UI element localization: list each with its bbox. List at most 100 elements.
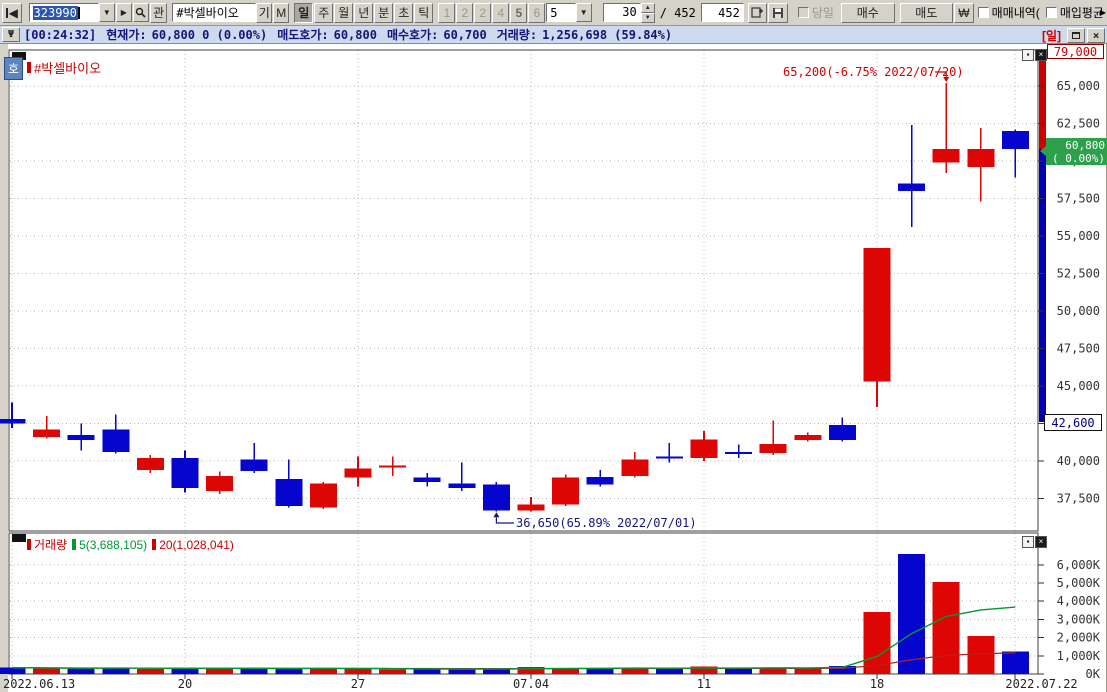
sell-button[interactable]: 매도: [899, 2, 954, 23]
buy-button[interactable]: 매수: [840, 2, 895, 23]
ma20-label: 20(1,028,041): [159, 537, 234, 552]
chart-area[interactable]: 65,00062,50060,00057,50055,00052,50050,0…: [0, 44, 1107, 692]
upper-limit-label: 79,000: [1047, 44, 1104, 59]
candle: [0, 419, 26, 424]
candle: [344, 468, 372, 478]
axis-label: 37,500: [1057, 492, 1100, 506]
axis-label: 11: [697, 677, 711, 691]
volume-bar: [206, 668, 234, 674]
close-volume-pane-icon[interactable]: ×: [1035, 536, 1047, 548]
main-legend-icon: [12, 52, 26, 60]
volume-bar: [67, 668, 95, 674]
toolbar-overflow-icon[interactable]: ▶: [1099, 8, 1106, 17]
new-chart-icon[interactable]: [747, 2, 768, 23]
trade-history-checkbox[interactable]: 매매내역(: [977, 4, 1040, 21]
trade-history-label: 매매내역(: [991, 6, 1040, 20]
volume-bar: [482, 668, 510, 674]
count-button-2[interactable]: 2: [456, 2, 474, 23]
today-checkbox-box[interactable]: [797, 7, 809, 18]
bar-count-spinner[interactable]: 30 ▲ ▼: [602, 2, 655, 23]
candle: [67, 434, 95, 440]
volume-bar: [448, 669, 476, 674]
interval-select[interactable]: 5: [546, 3, 576, 22]
candle: [413, 477, 441, 482]
gi-button[interactable]: 기: [256, 2, 273, 23]
period-tab-틱[interactable]: 틱: [414, 2, 434, 23]
ma20-legend-icon: [152, 539, 157, 550]
save-icon[interactable]: [768, 2, 788, 23]
volume-bar: [0, 667, 26, 674]
period-tab-주[interactable]: 주: [314, 2, 334, 23]
count-button-1[interactable]: 1: [438, 2, 456, 23]
close-icon[interactable]: ×: [1087, 28, 1105, 43]
bar-count-value[interactable]: 30: [602, 2, 641, 22]
volume-bar: [759, 667, 787, 674]
chart-plot[interactable]: 65,00062,50060,00057,50055,00052,50050,0…: [0, 44, 1107, 692]
m-button[interactable]: M: [273, 2, 290, 23]
status-time: [00:24:32]: [24, 27, 97, 42]
axis-label: 2022.06.13: [3, 677, 75, 691]
spinner-down-icon[interactable]: ▼: [640, 12, 655, 23]
search-icon[interactable]: [132, 3, 149, 22]
volume-bar: [413, 669, 441, 674]
volume-bar: [725, 667, 753, 674]
close-pane-icon[interactable]: ×: [1035, 49, 1047, 61]
main-pane-controls: ▪ ×: [1021, 49, 1047, 61]
axis-label: 07.04: [513, 677, 549, 691]
period-tab-초[interactable]: 초: [394, 2, 414, 23]
volume-bar-legend-icon: [27, 539, 31, 550]
count-button-4[interactable]: 4: [492, 2, 510, 23]
candle: [759, 443, 787, 453]
volume-bar: [136, 668, 164, 674]
volume-title: 거래량: [34, 538, 68, 552]
candle: [448, 483, 476, 488]
symbol-dropdown-icon[interactable]: ▼: [98, 3, 115, 22]
kwan-button[interactable]: 관: [149, 2, 168, 23]
dock-icon[interactable]: ◀: [2, 2, 22, 23]
minimize-volume-pane-icon[interactable]: ▪: [1022, 536, 1034, 548]
axis-label: 0K: [1086, 667, 1101, 681]
count-button-6[interactable]: 6: [528, 2, 546, 23]
won-button[interactable]: ₩: [954, 2, 974, 23]
count-button-5[interactable]: 5: [510, 2, 528, 23]
mode-label: [일]: [1041, 29, 1061, 43]
axis-label: 3,000K: [1057, 612, 1101, 626]
minimize-pane-icon[interactable]: ▪: [1022, 49, 1034, 61]
volume-bar: [586, 668, 614, 674]
candle: [33, 429, 61, 437]
interval-dropdown-icon[interactable]: ▼: [575, 3, 592, 22]
spinner-up-icon[interactable]: ▲: [640, 2, 655, 13]
volume-bar: [794, 668, 822, 674]
total-bars-input[interactable]: 452: [700, 3, 744, 22]
low-annotation: 36,650(65.89% 2022/07/01): [516, 516, 697, 530]
axis-label: 65,000: [1057, 79, 1100, 93]
volume-bar: [898, 553, 926, 674]
count-button-3[interactable]: 2: [474, 2, 492, 23]
trade-history-checkbox-box[interactable]: [977, 7, 989, 18]
restore-icon[interactable]: [1067, 28, 1085, 43]
volume-bar: [240, 668, 268, 674]
volume-bar: [102, 667, 130, 674]
period-tab-일[interactable]: 일: [294, 2, 314, 23]
volume-legend: 거래량 5(3,688,105) 20(1,028,041): [22, 536, 234, 553]
axis-label: 4,000K: [1057, 594, 1101, 608]
today-checkbox[interactable]: 당일: [797, 4, 834, 21]
period-tab-분[interactable]: 분: [374, 2, 394, 23]
chart-title: #박셀바이오: [34, 61, 102, 76]
main-legend: #박셀바이오: [22, 58, 101, 77]
period-tab-월[interactable]: 월: [334, 2, 354, 23]
today-checkbox-label: 당일: [811, 6, 834, 20]
avg-price-checkbox[interactable]: 매입평균: [1045, 4, 1104, 21]
left-gutter: [0, 44, 8, 692]
stock-name-input[interactable]: #박셀바이오: [172, 3, 257, 22]
hoga-button[interactable]: 호: [4, 57, 23, 80]
signal-icon[interactable]: Ψ: [2, 27, 20, 42]
avg-price-checkbox-box[interactable]: [1045, 7, 1057, 18]
symbol-input[interactable]: 323990: [28, 3, 99, 22]
volume-bar: [379, 669, 407, 674]
period-tab-년[interactable]: 년: [354, 2, 374, 23]
volume-bar: [275, 668, 303, 674]
candle: [517, 504, 545, 511]
next-symbol-button[interactable]: ▶: [115, 3, 132, 22]
volume-bar: [344, 668, 372, 674]
